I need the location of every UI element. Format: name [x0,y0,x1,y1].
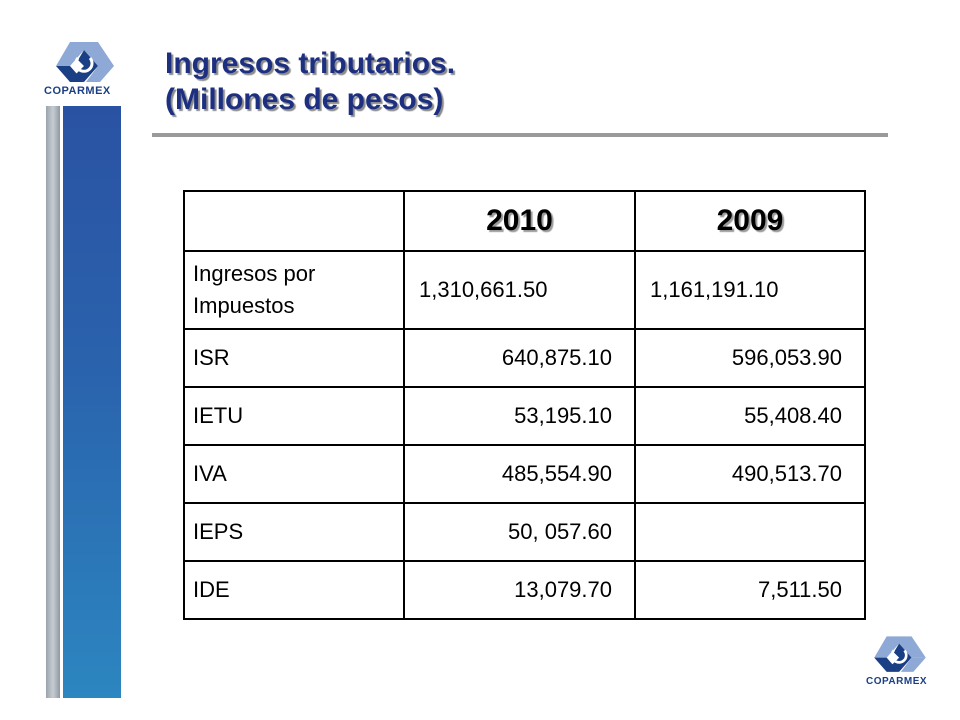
tax-revenue-table: 2010 2009 Ingresos por Impuestos 1,310,6… [183,190,866,620]
logo-wordmark: COPARMEX [866,676,928,687]
value-2010: 485,554.90 [403,444,636,504]
coparmex-logo-bottom: COPARMEX [860,634,940,690]
table-row: IDE 13,079.70 7,511.50 [183,560,866,620]
title-line-2: (Millones de pesos) [165,83,444,116]
title-divider [152,133,888,137]
value-2009: 55,408.40 [634,386,866,446]
logo-wordmark: COPARMEX [44,85,111,97]
table-row: Ingresos por Impuestos 1,310,661.50 1,16… [183,250,866,330]
value-2010: 53,195.10 [403,386,636,446]
value-2009: 1,161,191.10 [634,250,866,330]
row-label: Ingresos por Impuestos [183,250,405,330]
table-row: IETU 53,195.10 55,408.40 [183,386,866,446]
table-row: IEPS 50, 057.60 [183,502,866,562]
row-label: IVA [183,444,405,504]
decorative-gray-bar [46,106,60,698]
title-line-1: Ingresos tributarios. [165,47,456,80]
row-label: ISR [183,328,405,388]
table-header-row: 2010 2009 [183,190,866,252]
value-2010: 1,310,661.50 [403,250,636,330]
coparmex-emblem-icon [56,42,114,82]
row-label: IETU [183,386,405,446]
header-empty-cell [183,190,405,252]
value-2009 [634,502,866,562]
value-2010: 50, 057.60 [403,502,636,562]
value-2009: 596,053.90 [634,328,866,388]
row-label: IEPS [183,502,405,562]
value-2010: 640,875.10 [403,328,636,388]
table-row: IVA 485,554.90 490,513.70 [183,444,866,504]
value-2009: 7,511.50 [634,560,866,620]
header-year-2010: 2010 [403,190,636,252]
table-row: ISR 640,875.10 596,053.90 [183,328,866,388]
value-2010: 13,079.70 [403,560,636,620]
coparmex-emblem-icon [874,636,926,672]
value-2009: 490,513.70 [634,444,866,504]
row-label: IDE [183,560,405,620]
coparmex-logo-top: COPARMEX [40,40,130,100]
page-title: Ingresos tributarios. (Millones de pesos… [165,46,455,118]
decorative-blue-bar [63,106,121,698]
header-year-2009: 2009 [634,190,866,252]
